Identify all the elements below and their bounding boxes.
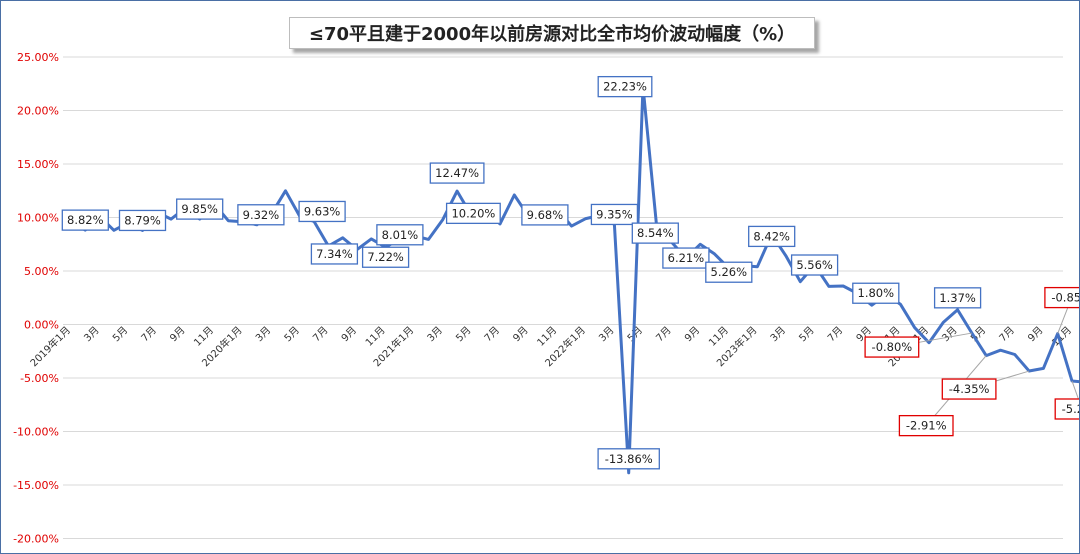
data-label: 1.80%: [858, 286, 895, 300]
data-label-box: [1044, 286, 1079, 309]
y-tick-label: 10.00%: [17, 212, 59, 225]
data-label-box: [790, 254, 839, 276]
y-tick-label: 15.00%: [17, 158, 59, 171]
x-tick-label: 7月: [825, 324, 845, 344]
data-label-box: [748, 225, 796, 248]
data-label-box: [864, 336, 920, 358]
data-label-box: [590, 203, 639, 226]
x-tick-label: 9月: [167, 324, 187, 344]
chart-title: ≤70平且建于2000年以前房源对比全市均价波动幅度（%）: [308, 24, 796, 45]
x-tick-label: 9月: [511, 324, 531, 344]
x-tick-label: 3月: [82, 324, 102, 344]
data-label: 7.22%: [367, 250, 404, 264]
y-tick-label: 20.00%: [17, 105, 59, 118]
x-tick-label: 7月: [654, 324, 674, 344]
x-tick-label: 7月: [997, 324, 1017, 344]
series-line-group: [69, 85, 1079, 475]
x-tick-label: 5月: [282, 324, 302, 344]
data-label: 8.54%: [637, 226, 674, 240]
x-tick-label: 7月: [310, 324, 330, 344]
data-label: 22.23%: [603, 80, 647, 94]
data-label-box: [61, 209, 109, 231]
data-label-box: [852, 282, 900, 304]
y-tick-label: 0.00%: [24, 319, 59, 332]
y-tick-label: -15.00%: [13, 479, 59, 492]
x-tick-label: 11月: [535, 324, 560, 349]
data-label: -4.35%: [949, 382, 990, 396]
data-label-box: [898, 414, 954, 437]
data-label-box: [361, 246, 410, 268]
y-tick-label: 5.00%: [24, 265, 59, 278]
data-label-box: [237, 204, 285, 226]
data-label: 12.47%: [435, 166, 479, 180]
data-label-box: [631, 222, 679, 244]
data-label: -2.91%: [906, 419, 947, 433]
x-tick-label: 3月: [940, 324, 960, 344]
x-tick-label: 11月: [192, 324, 217, 349]
data-label: 8.82%: [67, 213, 104, 227]
data-label: -0.85%: [1051, 291, 1079, 305]
x-tick-label: 3月: [253, 324, 273, 344]
data-label-box: [445, 202, 501, 225]
data-label: 9.35%: [596, 207, 633, 221]
data-label-box: [705, 261, 753, 283]
data-label: 8.01%: [382, 228, 419, 242]
data-label: 9.63%: [304, 204, 341, 218]
data-label: -0.80%: [872, 340, 913, 354]
data-label: 7.34%: [316, 247, 353, 261]
y-tick-label: 25.00%: [17, 51, 59, 64]
x-tick-label: 9月: [1025, 324, 1045, 344]
data-label: 5.56%: [796, 258, 833, 272]
data-label-box: [1054, 398, 1079, 420]
x-tick-label: 3月: [425, 324, 445, 344]
data-label-box: [376, 224, 424, 246]
chart-title-box: ≤70平且建于2000年以前房源对比全市均价波动幅度（%）: [289, 17, 815, 49]
x-tick-label: 9月: [682, 324, 702, 344]
x-tick-label: 7月: [482, 324, 502, 344]
data-label: 6.21%: [668, 251, 705, 265]
data-label-box: [298, 200, 346, 223]
data-label: 9.32%: [243, 208, 280, 222]
data-label: 8.42%: [753, 229, 790, 243]
y-tick-label: -20.00%: [13, 533, 59, 546]
data-label-box: [118, 209, 167, 232]
data-label: 8.79%: [124, 213, 161, 227]
data-label-box: [310, 243, 359, 265]
data-label-box: [662, 247, 710, 269]
data-labels: 8.82% 8.79% 9.85% 9.32% 9.63% 7.34% 7.22% 8.01%…: [61, 75, 1079, 470]
x-tick-label: 3月: [768, 324, 788, 344]
data-label: -13.86%: [605, 452, 653, 466]
grid-lines: [63, 56, 1063, 539]
data-label: 1.37%: [939, 291, 976, 305]
data-label-box: [521, 204, 569, 226]
y-tick-label: -10.00%: [13, 426, 59, 439]
x-tick-label: 5月: [453, 324, 473, 344]
x-tick-label: 5月: [110, 324, 130, 344]
data-label-box: [429, 162, 485, 184]
data-label: 9.68%: [527, 208, 564, 222]
y-tick-label: -5.00%: [20, 372, 59, 385]
series-line: [69, 85, 1079, 475]
label-leader-line: [1071, 380, 1079, 403]
x-tick-label: 3月: [596, 324, 616, 344]
x-tick-label: 5月: [797, 324, 817, 344]
data-label: 5.26%: [711, 265, 748, 279]
y-axis-ticks: 25.00% 20.00% 15.00% 10.00% 5.00% 0.00% -5.00%…: [13, 51, 59, 546]
x-tick-label: 9月: [339, 324, 359, 344]
x-tick-label: 7月: [139, 324, 159, 344]
data-label-box: [597, 75, 653, 98]
data-label-box: [941, 378, 997, 400]
data-label-box: [176, 198, 224, 220]
data-label-box: [933, 287, 982, 309]
data-label: 10.20%: [451, 206, 495, 220]
x-tick-label: 11月: [363, 324, 388, 349]
data-label: 9.85%: [181, 202, 218, 216]
data-label-box: [597, 448, 660, 470]
data-label: -5.28%: [1062, 402, 1079, 416]
x-tick-label: 11月: [706, 324, 731, 349]
